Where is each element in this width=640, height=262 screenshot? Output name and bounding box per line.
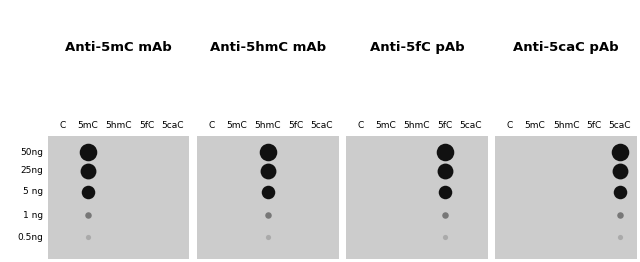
Text: 5mC: 5mC — [77, 121, 98, 130]
Point — [440, 190, 451, 194]
Text: 50ng: 50ng — [20, 148, 43, 157]
Point — [83, 150, 93, 154]
Point — [83, 213, 93, 217]
Point — [614, 150, 625, 154]
Text: 5fC: 5fC — [289, 121, 304, 130]
Text: 5fC: 5fC — [140, 121, 155, 130]
Text: C: C — [357, 121, 364, 130]
Text: 5fC: 5fC — [438, 121, 453, 130]
Text: C: C — [506, 121, 513, 130]
Text: 5mC: 5mC — [376, 121, 396, 130]
Text: C: C — [208, 121, 214, 130]
Text: 5caC: 5caC — [161, 121, 184, 130]
Text: 5caC: 5caC — [310, 121, 333, 130]
Point — [440, 213, 451, 217]
Text: Anti-5hmC mAb: Anti-5hmC mAb — [210, 41, 326, 54]
Point — [263, 235, 273, 239]
Point — [263, 190, 273, 194]
Text: Anti-5fC pAb: Anti-5fC pAb — [370, 41, 464, 54]
Text: 25ng: 25ng — [20, 166, 43, 175]
Text: 5hmC: 5hmC — [255, 121, 281, 130]
Text: 5fC: 5fC — [587, 121, 602, 130]
Point — [263, 169, 273, 173]
Text: C: C — [59, 121, 65, 130]
Text: Anti-5caC pAb: Anti-5caC pAb — [513, 41, 619, 54]
Text: 5caC: 5caC — [609, 121, 631, 130]
Point — [83, 235, 93, 239]
Text: 1 ng: 1 ng — [23, 211, 43, 220]
Point — [440, 235, 451, 239]
Point — [83, 169, 93, 173]
Point — [263, 150, 273, 154]
Text: 0.5ng: 0.5ng — [17, 233, 43, 242]
Point — [614, 213, 625, 217]
Point — [83, 190, 93, 194]
Text: 5caC: 5caC — [460, 121, 482, 130]
Text: 5hmC: 5hmC — [106, 121, 132, 130]
Text: Anti-5mC mAb: Anti-5mC mAb — [65, 41, 172, 54]
Point — [614, 235, 625, 239]
Point — [440, 150, 451, 154]
Text: 5mC: 5mC — [525, 121, 545, 130]
Text: 5 ng: 5 ng — [23, 187, 43, 196]
Text: 5hmC: 5hmC — [553, 121, 579, 130]
Point — [263, 213, 273, 217]
Text: 5mC: 5mC — [227, 121, 247, 130]
Point — [440, 169, 451, 173]
Text: 5hmC: 5hmC — [404, 121, 430, 130]
Point — [614, 169, 625, 173]
Point — [614, 190, 625, 194]
